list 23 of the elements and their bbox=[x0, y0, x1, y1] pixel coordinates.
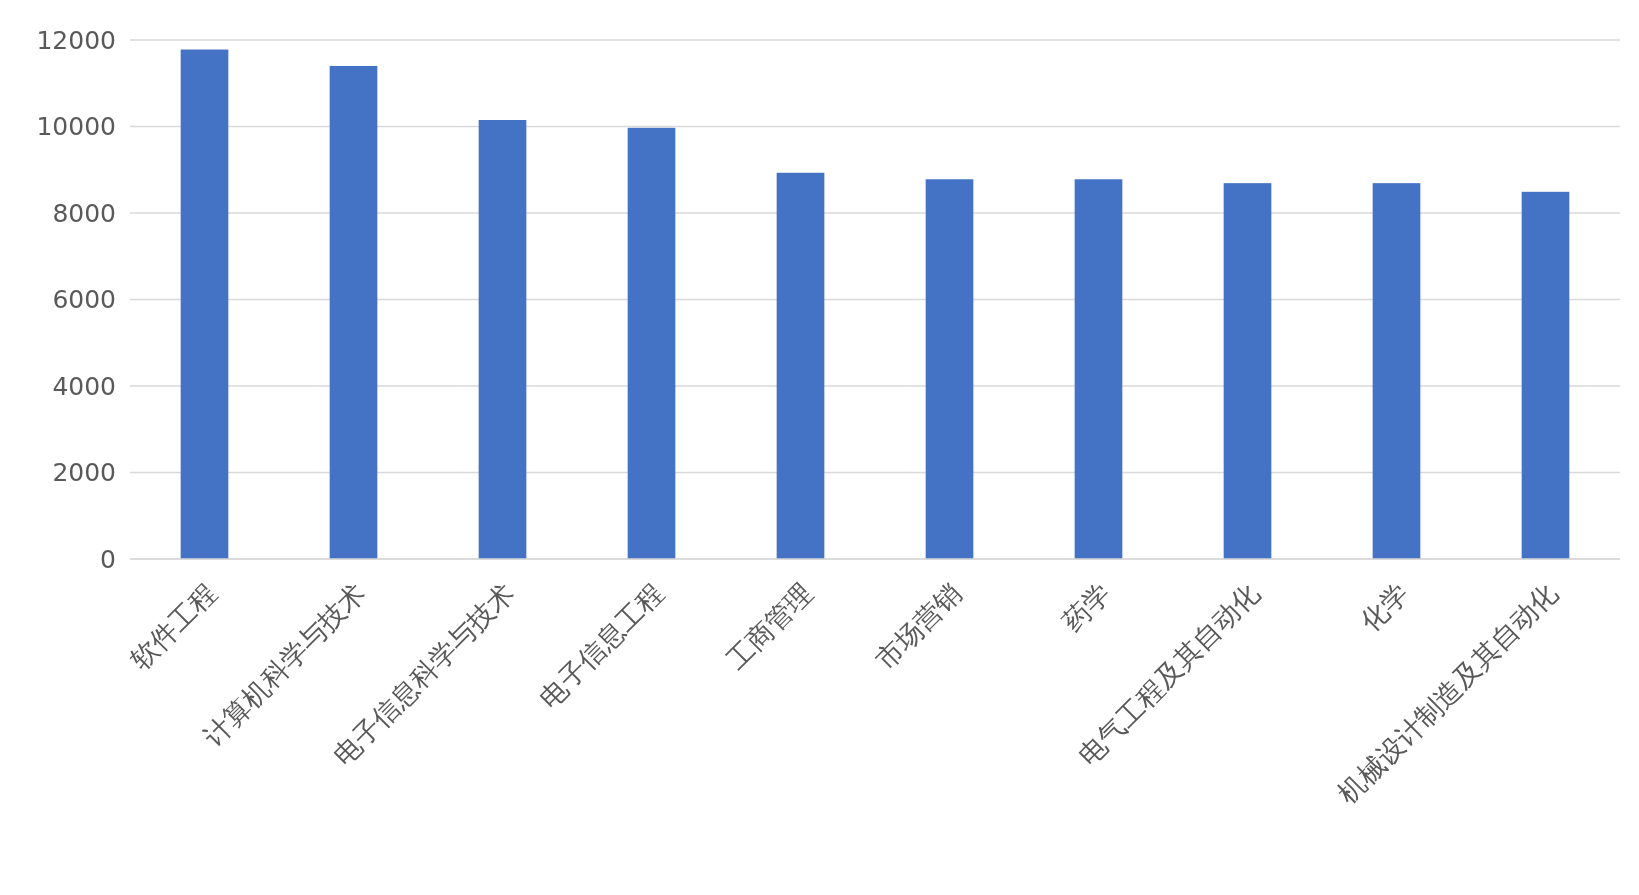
y-tick-label: 8000 bbox=[52, 198, 116, 228]
x-tick-label: 软件工程 bbox=[124, 577, 223, 676]
x-tick-label: 市场营销 bbox=[869, 577, 968, 676]
bar bbox=[180, 49, 229, 559]
bar bbox=[329, 65, 378, 559]
bar bbox=[1074, 179, 1123, 559]
y-tick-label: 12000 bbox=[36, 25, 116, 55]
x-tick-label: 电子信息工程 bbox=[533, 577, 670, 714]
bar bbox=[1223, 183, 1272, 559]
bar bbox=[1372, 183, 1421, 559]
y-tick-label: 4000 bbox=[52, 371, 116, 401]
bar bbox=[776, 172, 825, 559]
bar bbox=[1521, 191, 1570, 559]
bar bbox=[478, 120, 527, 559]
y-tick-label: 10000 bbox=[36, 112, 116, 142]
x-tick-label: 化学 bbox=[1354, 577, 1415, 638]
x-tick-label: 药学 bbox=[1056, 577, 1117, 638]
y-tick-label: 6000 bbox=[52, 285, 116, 315]
x-tick-label: 工商管理 bbox=[720, 577, 819, 676]
bar bbox=[925, 179, 974, 559]
bar bbox=[627, 127, 676, 559]
y-tick-label: 2000 bbox=[52, 458, 116, 488]
y-tick-label: 0 bbox=[100, 544, 116, 574]
